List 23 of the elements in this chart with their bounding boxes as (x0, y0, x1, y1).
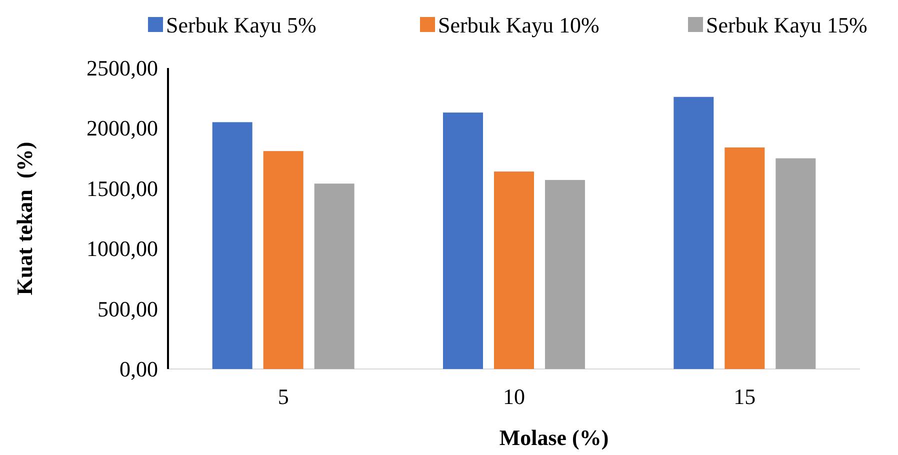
bar (263, 151, 304, 369)
bar (545, 180, 585, 369)
y-tick-label: 0,00 (120, 356, 158, 382)
x-tick-label: 5 (278, 384, 289, 409)
bar (674, 96, 714, 369)
x-axis-title: Molase (%) (499, 425, 609, 450)
x-tick-label: 10 (503, 384, 525, 409)
y-tick-label: 1500,00 (86, 176, 158, 201)
y-tick-label: 1000,00 (86, 236, 158, 262)
y-axis-title: Kuat tekan (%) (12, 142, 37, 296)
y-tick-label: 2500,00 (86, 56, 158, 80)
y-tick-label: 2000,00 (86, 116, 158, 141)
bar (314, 184, 354, 369)
x-tick-label: 15 (734, 384, 756, 409)
legend-label: Serbuk Kayu 15% (706, 12, 868, 38)
legend-label: Serbuk Kayu 5% (166, 12, 316, 38)
y-tick-label: 500,00 (98, 296, 158, 322)
legend-label: Serbuk Kayu 10% (438, 12, 600, 38)
bar (776, 158, 816, 369)
bar (724, 147, 765, 369)
bar (443, 112, 483, 369)
bar (494, 172, 534, 369)
bar (212, 122, 252, 369)
